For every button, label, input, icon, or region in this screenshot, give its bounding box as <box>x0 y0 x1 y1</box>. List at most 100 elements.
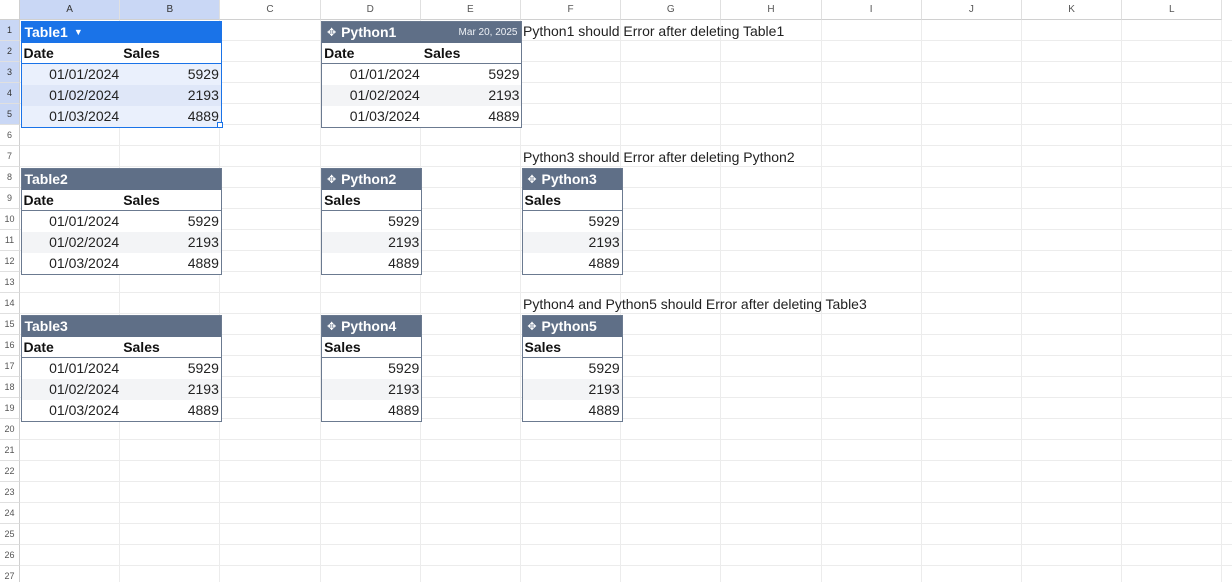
sales-cell[interactable]: 4889 <box>388 402 420 418</box>
note2-text[interactable]: Python3 should Error after deleting Pyth… <box>523 148 795 165</box>
sales-cell[interactable]: 5929 <box>588 360 620 376</box>
column-header-f[interactable]: F <box>521 0 622 20</box>
date-cell[interactable]: 01/02/2024 <box>49 87 120 103</box>
row-header-8[interactable]: 8 <box>0 167 20 188</box>
sales-cell[interactable]: 5929 <box>588 213 620 229</box>
row-header-20[interactable]: 20 <box>0 419 20 440</box>
sales-cell[interactable]: 5929 <box>388 360 420 376</box>
row-header-24[interactable]: 24 <box>0 503 20 524</box>
date-cell[interactable]: 01/03/2024 <box>49 108 120 124</box>
date-cell[interactable]: 01/03/2024 <box>49 402 120 418</box>
row-header-26[interactable]: 26 <box>0 545 20 566</box>
python5-header[interactable]: ✥ Python5 <box>522 315 622 337</box>
sales-cell[interactable]: 2193 <box>488 87 520 103</box>
date-cell[interactable]: 01/01/2024 <box>349 66 420 82</box>
python1-name[interactable]: Python1 <box>341 24 397 40</box>
table1-header[interactable]: Table1 ▼ <box>21 21 221 43</box>
python4-table[interactable]: ✥ Python4 Sales 5929 2193 4889 <box>321 314 423 422</box>
column-header-cell[interactable]: Sales <box>324 338 361 355</box>
row-header-5[interactable]: 5 <box>0 104 20 125</box>
sales-cell[interactable]: 5929 <box>388 213 420 229</box>
table2-name[interactable]: Table2 <box>24 171 68 187</box>
date-cell[interactable]: 01/01/2024 <box>49 66 120 82</box>
row-header-3[interactable]: 3 <box>0 62 20 83</box>
row-header-25[interactable]: 25 <box>0 524 20 545</box>
column-header-cell[interactable]: Date <box>23 44 54 61</box>
column-header-cell[interactable]: Sales <box>123 338 160 355</box>
python1-header[interactable]: ✥ Python1 Mar 20, 2025 <box>322 21 522 43</box>
table2-table[interactable]: Table2 Date Sales 01/01/2024 5929 01/02/2024 2… <box>20 167 222 275</box>
python5-name[interactable]: Python5 <box>541 318 597 334</box>
column-header-g[interactable]: G <box>621 0 722 20</box>
column-header-cell[interactable]: Date <box>324 44 355 61</box>
column-header-cell[interactable]: Date <box>23 191 54 208</box>
sales-cell[interactable]: 4889 <box>388 255 420 271</box>
python3-name[interactable]: Python3 <box>541 171 597 187</box>
column-header-cell[interactable]: Sales <box>123 44 160 61</box>
table1-table[interactable]: Table1 ▼ Date Sales 01/01/2024 5929 01/02/2024… <box>20 20 222 128</box>
python2-table[interactable]: ✥ Python2 Sales 5929 2193 4889 <box>321 167 423 275</box>
fill-handle[interactable] <box>217 122 224 128</box>
column-header-j[interactable]: J <box>921 0 1022 20</box>
row-header-7[interactable]: 7 <box>0 146 20 167</box>
sales-cell[interactable]: 2193 <box>588 234 620 250</box>
note3-text[interactable]: Python4 and Python5 should Error after d… <box>523 295 867 312</box>
column-header-cell[interactable]: Sales <box>524 338 562 355</box>
select-all-corner[interactable] <box>0 0 20 20</box>
sales-cell[interactable]: 2193 <box>187 87 219 103</box>
date-cell[interactable]: 01/03/2024 <box>349 108 420 124</box>
column-header-a[interactable]: A <box>20 0 121 20</box>
sales-cell[interactable]: 4889 <box>187 255 219 271</box>
sales-cell[interactable]: 4889 <box>187 108 219 124</box>
row-header-22[interactable]: 22 <box>0 461 20 482</box>
sales-cell[interactable]: 4889 <box>488 108 520 124</box>
row-header-23[interactable]: 23 <box>0 482 20 503</box>
row-header-19[interactable]: 19 <box>0 398 20 419</box>
row-header-17[interactable]: 17 <box>0 356 20 377</box>
row-header-18[interactable]: 18 <box>0 377 20 398</box>
table3-name[interactable]: Table3 <box>24 318 68 334</box>
table3-header[interactable]: Table3 <box>21 315 221 337</box>
python5-table[interactable]: ✥ Python5 Sales 5929 2193 4889 <box>521 314 623 422</box>
python3-table[interactable]: ✥ Python3 Sales 5929 2193 4889 <box>521 167 623 275</box>
column-header-cell[interactable]: Date <box>23 338 54 355</box>
sales-cell[interactable]: 2193 <box>388 381 420 397</box>
date-cell[interactable]: 01/01/2024 <box>49 360 120 376</box>
row-header-1[interactable]: 1 <box>0 20 20 41</box>
row-header-9[interactable]: 9 <box>0 188 20 209</box>
column-header-cell[interactable]: Sales <box>123 191 160 208</box>
python4-name[interactable]: Python4 <box>341 318 397 334</box>
sales-cell[interactable]: 2193 <box>187 234 219 250</box>
sales-cell[interactable]: 5929 <box>187 360 219 376</box>
sales-cell[interactable]: 4889 <box>588 255 620 271</box>
column-header-b[interactable]: B <box>120 0 221 20</box>
python1-table[interactable]: ✥ Python1 Mar 20, 2025 Date Sales 01/01/2024 5… <box>321 20 523 128</box>
python3-header[interactable]: ✥ Python3 <box>522 168 622 190</box>
row-header-16[interactable]: 16 <box>0 335 20 356</box>
sales-cell[interactable]: 2193 <box>588 381 620 397</box>
column-header-cell[interactable]: Sales <box>423 44 461 61</box>
row-header-4[interactable]: 4 <box>0 83 20 104</box>
column-header-l[interactable]: L <box>1122 0 1223 20</box>
date-cell[interactable]: 01/02/2024 <box>49 381 120 397</box>
row-header-6[interactable]: 6 <box>0 125 20 146</box>
column-header-i[interactable]: I <box>821 0 922 20</box>
date-cell[interactable]: 01/03/2024 <box>49 255 120 271</box>
table3-table[interactable]: Table3 Date Sales 01/01/2024 5929 01/02/2024 2… <box>20 314 222 422</box>
sales-cell[interactable]: 5929 <box>187 213 219 229</box>
row-header-12[interactable]: 12 <box>0 251 20 272</box>
date-cell[interactable]: 01/02/2024 <box>49 234 120 250</box>
sales-cell[interactable]: 5929 <box>488 66 520 82</box>
table1-name[interactable]: Table1 <box>24 24 68 40</box>
sales-cell[interactable]: 4889 <box>187 402 219 418</box>
row-header-2[interactable]: 2 <box>0 41 20 62</box>
row-header-27[interactable]: 27 <box>0 566 20 582</box>
date-cell[interactable]: 01/02/2024 <box>349 87 420 103</box>
python4-header[interactable]: ✥ Python4 <box>322 315 422 337</box>
python2-name[interactable]: Python2 <box>341 171 397 187</box>
column-header-c[interactable]: C <box>220 0 321 20</box>
note1-text[interactable]: Python1 should Error after deleting Tabl… <box>523 22 785 39</box>
column-header-e[interactable]: E <box>420 0 521 20</box>
row-header-10[interactable]: 10 <box>0 209 20 230</box>
row-header-13[interactable]: 13 <box>0 272 20 293</box>
